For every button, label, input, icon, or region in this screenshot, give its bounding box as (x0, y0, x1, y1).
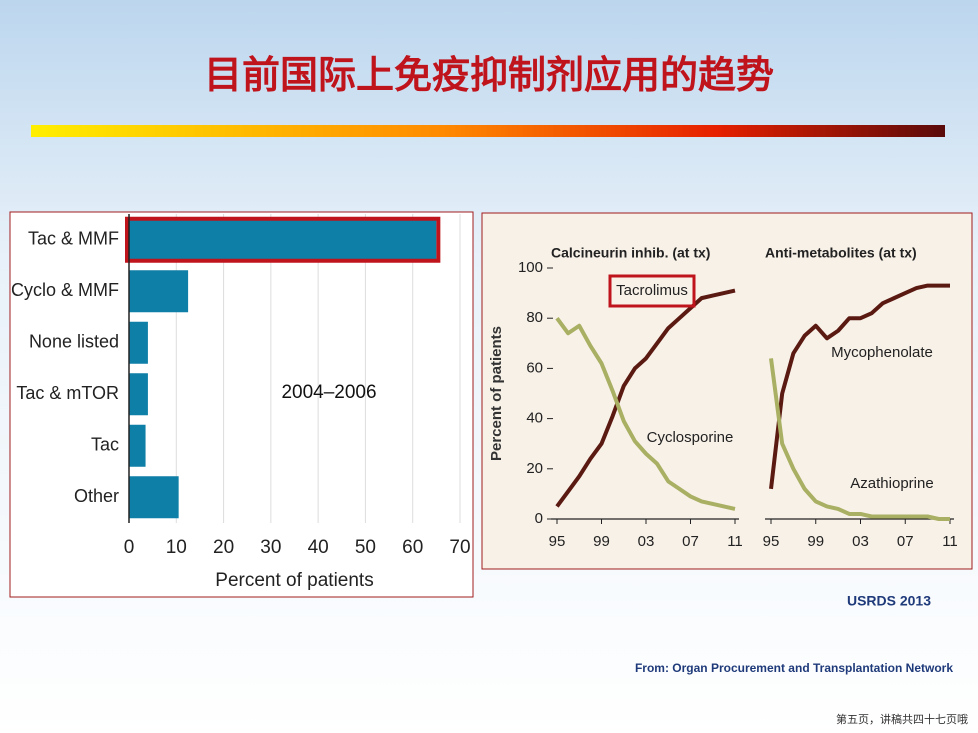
chart-frame (481, 212, 973, 570)
x-tick-label: 03 (852, 533, 869, 550)
y-tick-label: 60 (526, 359, 543, 376)
x-axis-label: Percent of patients (215, 570, 373, 591)
source: USRDS 2013 (847, 593, 931, 609)
x-tick-label: 95 (763, 533, 780, 550)
annotation: 2004–2006 (281, 382, 376, 403)
x-tick-label: 0 (124, 537, 135, 558)
bar (129, 270, 189, 313)
chart-frame (9, 211, 474, 598)
credit: From: Organ Procurement and Transplantat… (635, 661, 953, 675)
series-line (769, 358, 950, 521)
x-tick-label: 95 (549, 533, 566, 550)
series-line (555, 288, 736, 508)
x-tick-label: 40 (308, 537, 329, 558)
x-tick-label: 60 (402, 537, 423, 558)
y-tick-label: 100 (518, 259, 543, 276)
series-line (769, 283, 950, 490)
x-tick-label: 11 (942, 533, 958, 550)
series-label: Mycophenolate (831, 344, 933, 361)
y-tick-label: Other (74, 486, 119, 506)
y-tick-label: Tac & MMF (28, 229, 119, 249)
bar (129, 373, 148, 416)
y-tick-label: Tac (91, 435, 119, 455)
y-tick-label: Tac & mTOR (16, 383, 119, 403)
x-tick-label: 20 (213, 537, 234, 558)
panel-title: Calcineurin inhib. (at tx) (551, 245, 710, 261)
y-tick-label: Cyclo & MMF (11, 280, 119, 300)
bar (129, 321, 148, 364)
highlight-box (125, 216, 441, 263)
page-note: 第五页，讲稿共四十七页哦 (836, 712, 968, 726)
series-line (555, 317, 736, 511)
series-label: Cyclosporine (647, 429, 734, 446)
x-tick-label: 70 (449, 537, 470, 558)
x-tick-label: 99 (593, 533, 610, 550)
series-label: Azathioprine (850, 475, 933, 492)
y-tick-label: None listed (29, 332, 119, 352)
y-tick-label: 20 (526, 460, 543, 477)
y-tick-label: 40 (526, 410, 543, 427)
bar (129, 476, 179, 519)
x-tick-label: 99 (807, 533, 824, 550)
title-band (31, 125, 945, 137)
series-label: Tacrolimus (616, 282, 688, 299)
slide-title: 目前国际上免疫抑制剂应用的趋势 (204, 55, 774, 97)
x-tick-label: 07 (897, 533, 914, 550)
x-tick-label: 50 (355, 537, 376, 558)
y-axis-label: Percent of patients (488, 326, 505, 461)
bar (129, 424, 146, 467)
bar (129, 218, 437, 261)
x-tick-label: 10 (166, 537, 187, 558)
x-tick-label: 03 (638, 533, 655, 550)
panel-title: Anti-metabolites (at tx) (765, 245, 917, 261)
x-tick-label: 30 (260, 537, 281, 558)
x-tick-label: 11 (727, 533, 743, 550)
y-tick-label: 0 (535, 510, 543, 527)
y-tick-label: 80 (526, 309, 543, 326)
x-tick-label: 07 (682, 533, 699, 550)
highlight-box (608, 274, 696, 308)
